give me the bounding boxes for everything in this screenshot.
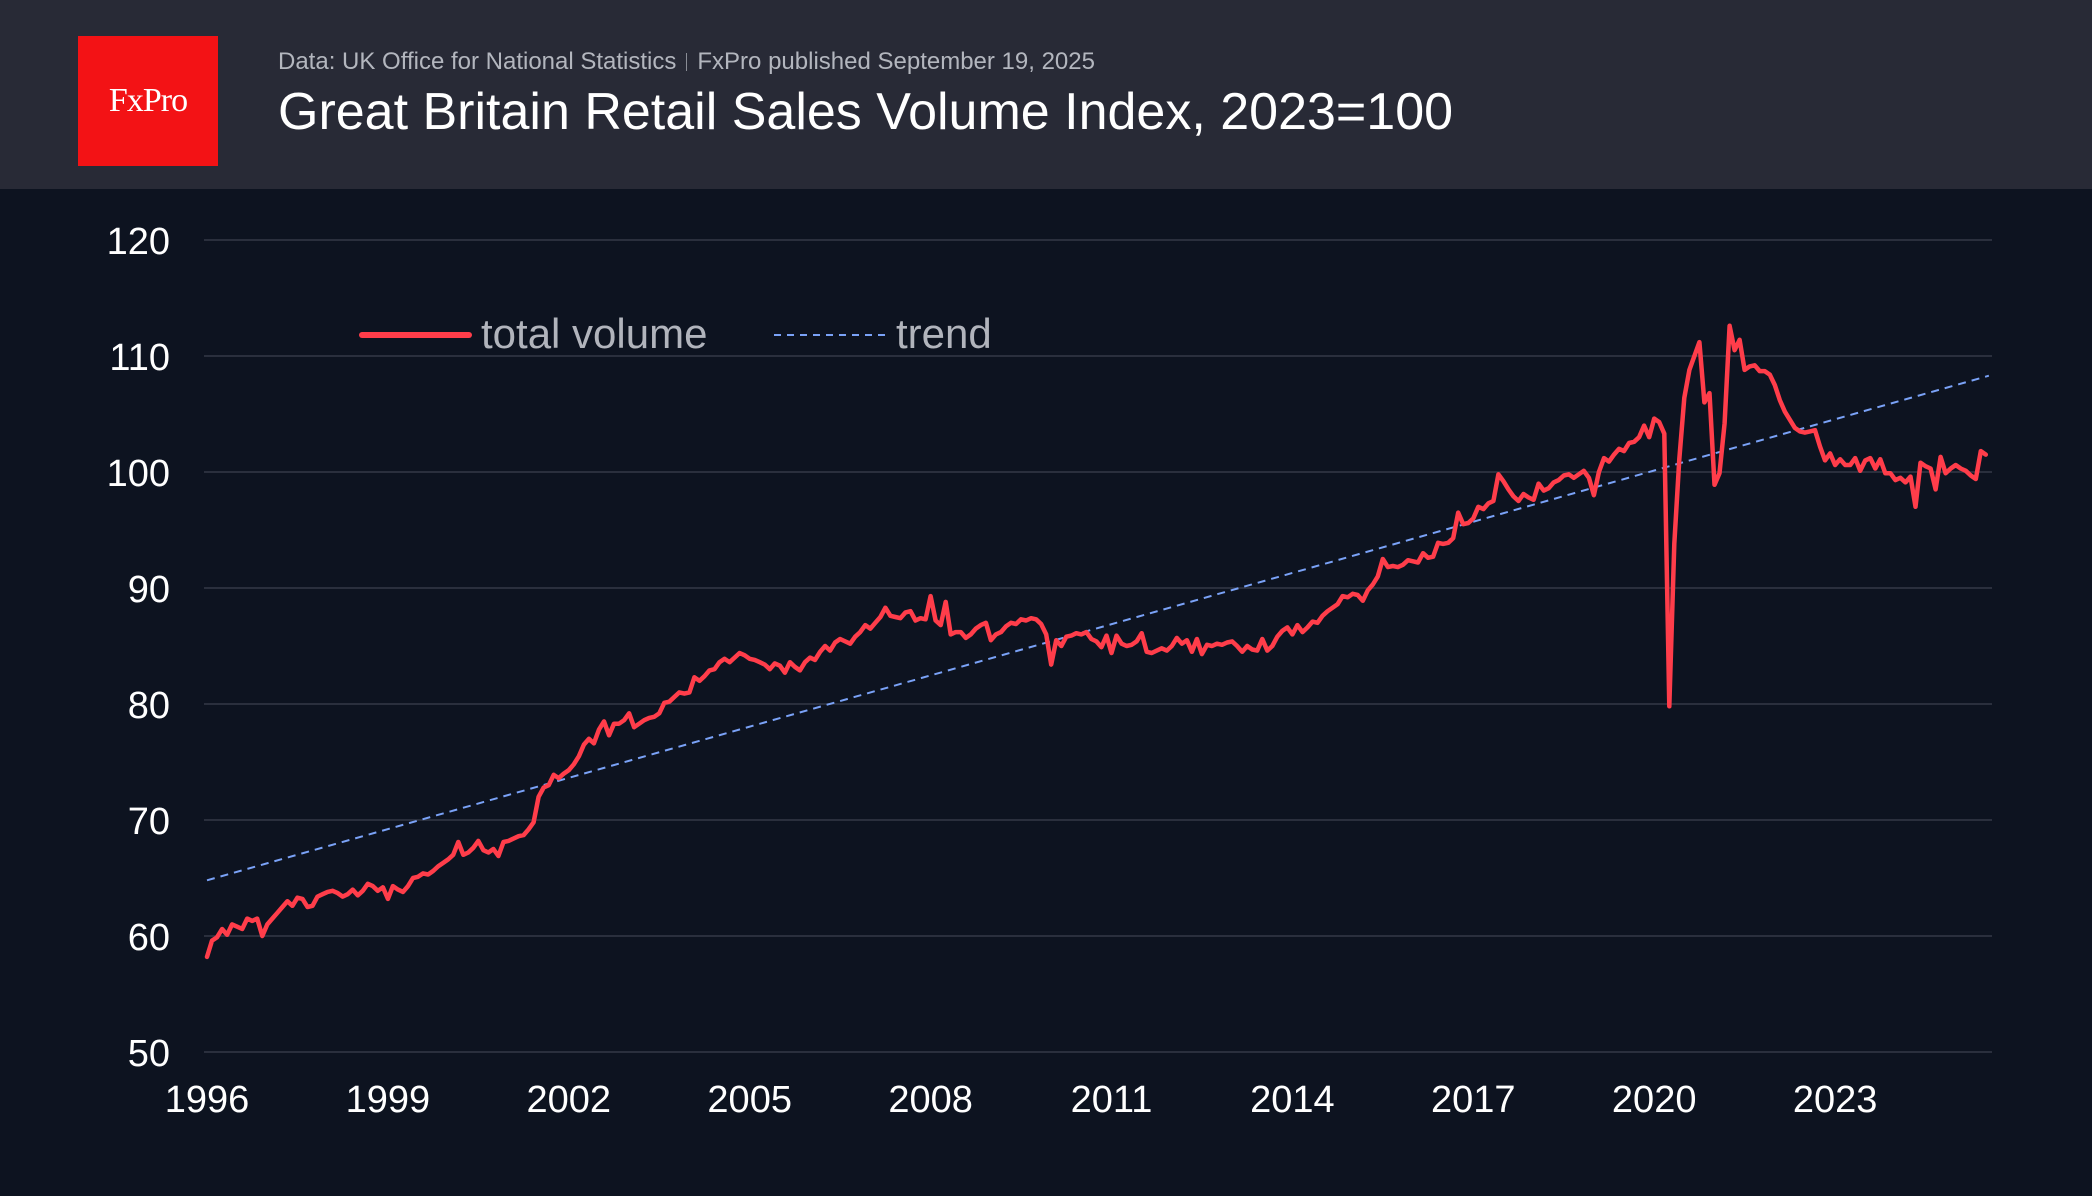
y-tick-label: 60 [128, 917, 170, 959]
y-tick-label: 70 [128, 801, 170, 843]
chart-title: Great Britain Retail Sales Volume Index,… [278, 83, 1454, 141]
series-layer [204, 323, 1990, 960]
y-tick-label: 80 [128, 685, 170, 727]
x-tick-label: 2020 [1612, 1079, 1697, 1121]
x-tick-label: 1996 [165, 1079, 250, 1121]
x-tick-label: 2014 [1250, 1079, 1335, 1121]
y-tick-label: 110 [109, 337, 170, 379]
x-tick-label: 2005 [707, 1079, 792, 1121]
y-axis-ticks: 120 110 100 90 80 70 60 50 [107, 221, 170, 1075]
header: FxPro Data: UK Office for National Stati… [0, 0, 2092, 189]
x-tick-label: 2023 [1793, 1079, 1878, 1121]
chart-subtitle: Data: UK Office for National Statistics F… [278, 48, 1095, 76]
legend-trend-label: trend [896, 310, 992, 357]
legend-total-volume-label: total volume [481, 310, 707, 357]
x-tick-label: 2008 [888, 1079, 973, 1121]
x-tick-label: 2011 [1071, 1079, 1153, 1121]
x-tick-label: 2017 [1431, 1079, 1516, 1121]
fxpro-logo: FxPro [78, 36, 218, 166]
y-tick-label: 100 [107, 453, 170, 495]
y-tick-label: 120 [107, 221, 170, 263]
x-tick-label: 1999 [346, 1079, 431, 1121]
logo-text: FxPro [108, 82, 188, 119]
data-source: Data: UK Office for National Statistics [278, 48, 677, 75]
x-axis-ticks: 1996 1999 2002 2005 2008 2011 2014 2017 2020 2023 [165, 1079, 1878, 1121]
y-tick-label: 50 [128, 1033, 170, 1075]
publish-date: FxPro published September 19, 2025 [697, 48, 1095, 75]
total-volume-line [204, 323, 1989, 960]
separator [686, 53, 688, 71]
legend: total volume trend [359, 310, 992, 357]
trend-line [206, 374, 1990, 882]
x-tick-label: 2002 [527, 1079, 612, 1121]
y-tick-label: 90 [128, 569, 170, 611]
